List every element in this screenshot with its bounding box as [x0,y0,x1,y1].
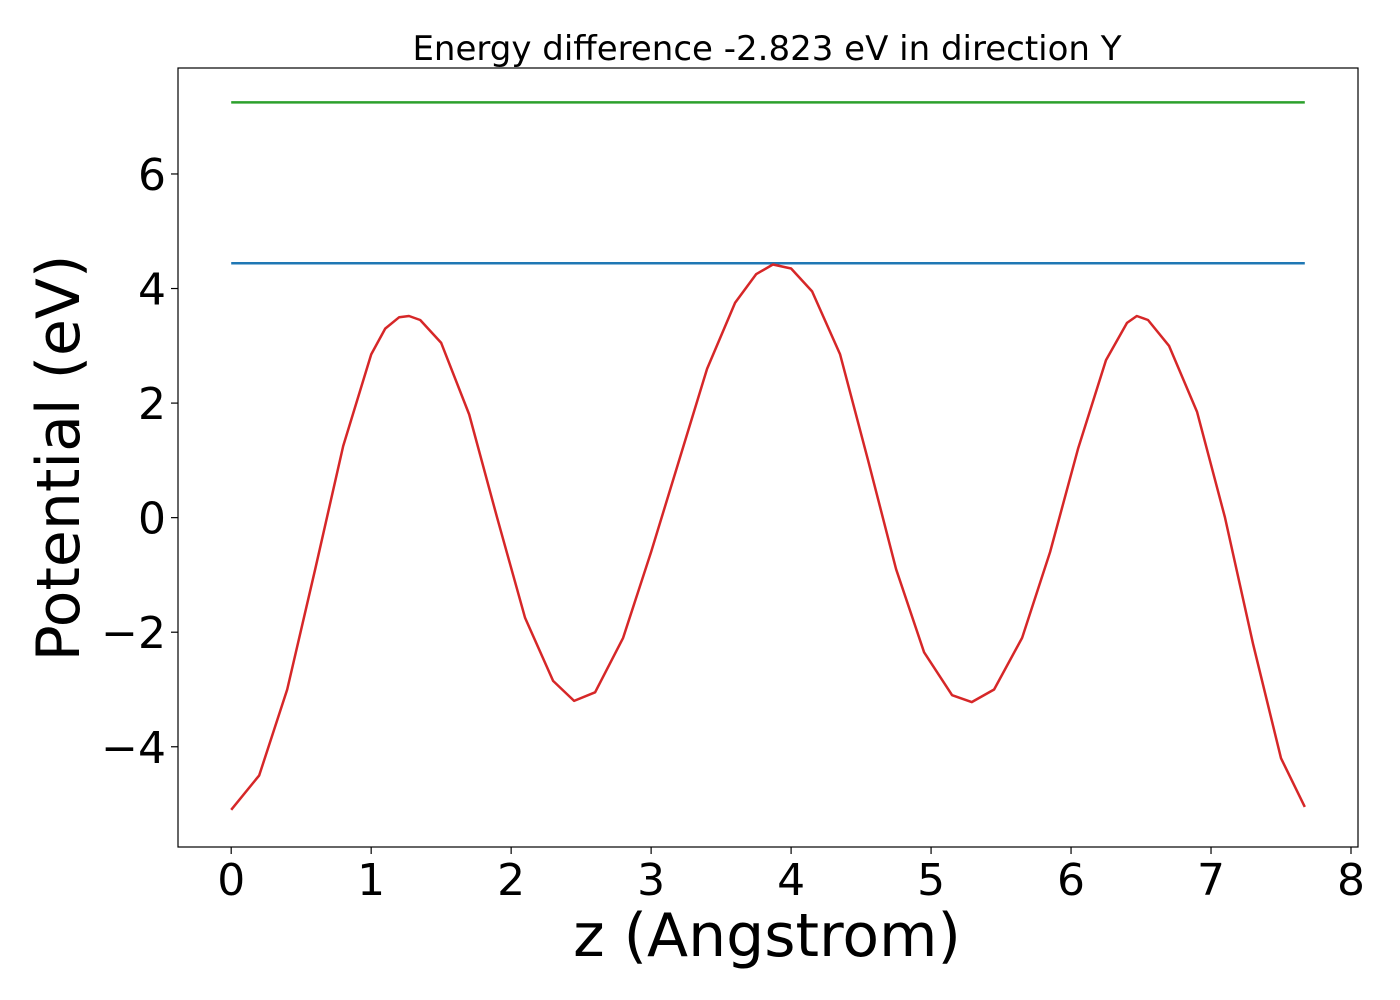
y-tick-label: −2 [101,608,166,659]
x-tick-label: 7 [1197,855,1225,906]
y-axis: −4 −2 0 2 4 6 [101,150,178,774]
x-tick-label: 2 [497,855,525,906]
plot-frame [177,67,1359,848]
y-tick-label: 2 [138,379,166,430]
x-tick-label: 4 [777,855,805,906]
x-tick-label: 0 [217,855,245,906]
chart-title: Energy difference -2.823 eV in direction… [412,29,1121,69]
x-axis: 0 1 2 3 4 5 6 7 8 [217,847,1365,906]
series-layer [230,101,1306,811]
x-tick-label: 6 [1057,855,1085,906]
y-tick-label: −4 [101,723,166,774]
y-tick-label: 6 [138,150,166,201]
y-axis-label: Potential (eV) [24,255,94,662]
x-tick-label: 3 [637,855,665,906]
x-tick-label: 1 [357,855,385,906]
series-line-2 [230,263,1306,811]
x-axis-label: z (Angstrom) [573,901,961,971]
y-tick-label: 4 [138,265,166,316]
x-tick-label: 8 [1337,855,1365,906]
y-tick-label: 0 [138,494,166,545]
x-tick-label: 5 [917,855,945,906]
